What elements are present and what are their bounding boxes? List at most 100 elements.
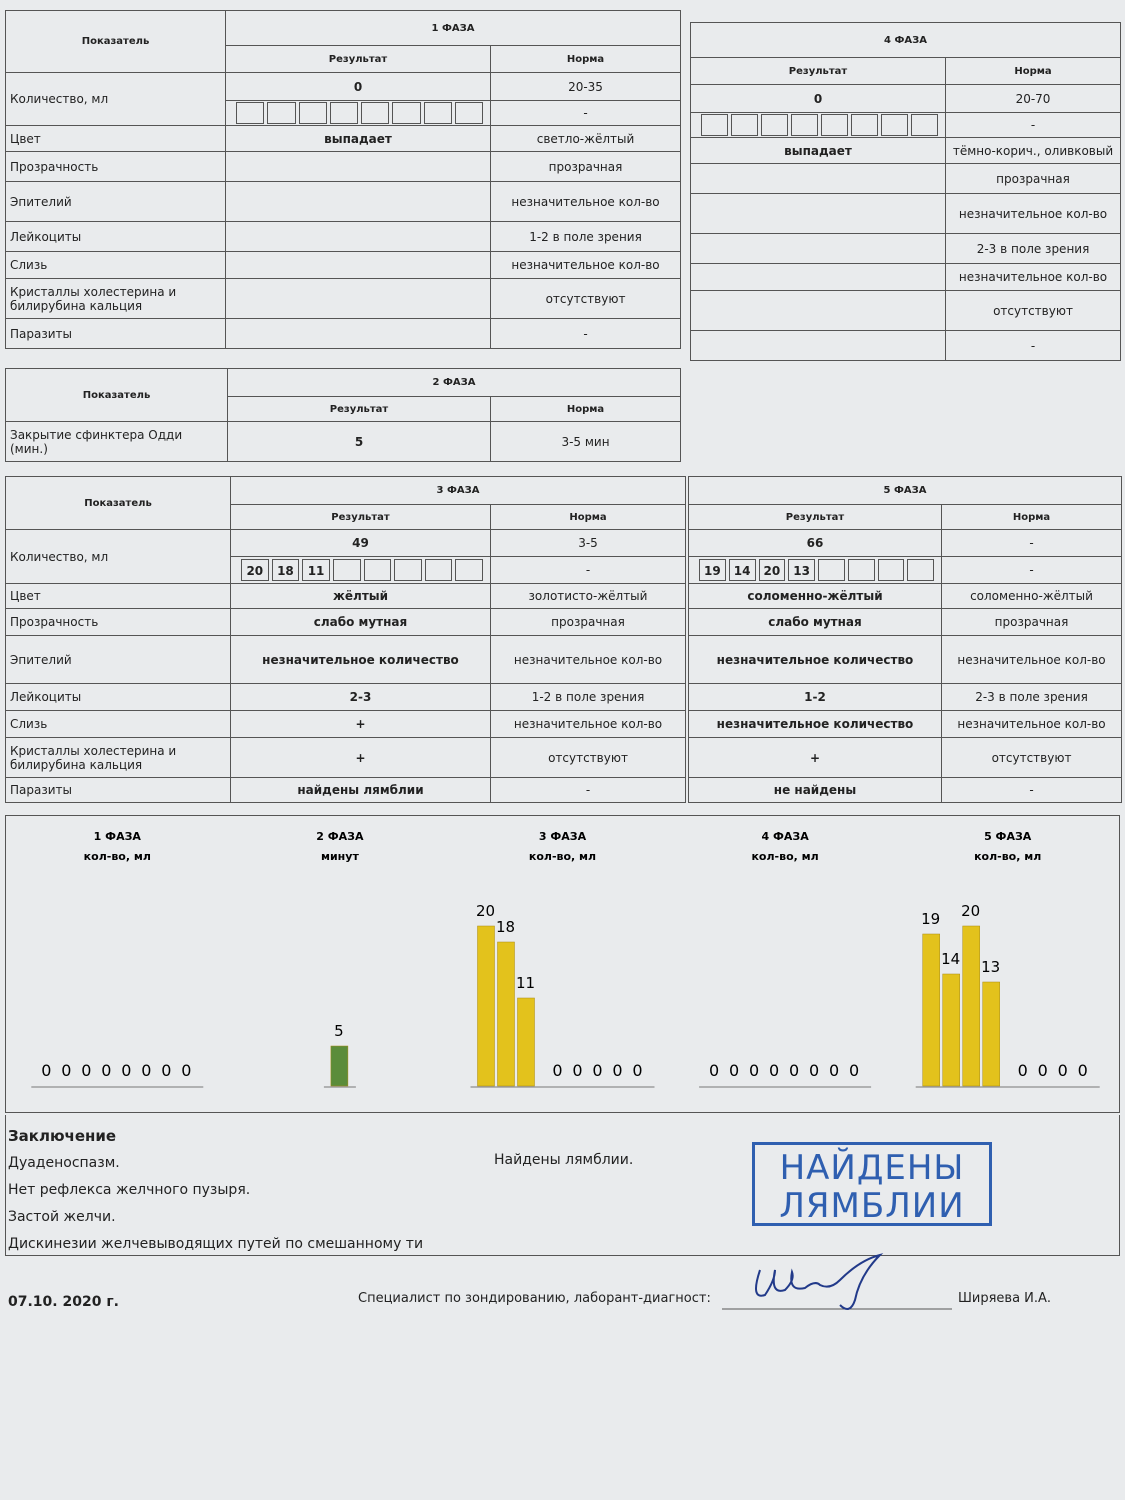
stamp-line: НАЙДЕНЫ <box>779 1148 965 1188</box>
result: 0 <box>690 84 946 113</box>
row: Цвет жёлтый золотисто-жёлтый <box>5 583 687 609</box>
row: 1-2 2-3 в поле зрения <box>688 683 1123 711</box>
zero-label: 0 <box>1078 1061 1088 1080</box>
norm: 1-2 в поле зрения <box>489 683 687 711</box>
zero-label: 0 <box>552 1061 562 1080</box>
label-header: Показатель <box>5 368 228 422</box>
phase-title: 5 ФАЗА <box>687 476 1123 505</box>
row-label: Закрытие сфинктера Одди (мин.) <box>5 421 228 462</box>
row: 66- <box>688 529 1123 557</box>
portion-box <box>907 559 934 581</box>
portion-box <box>455 559 483 581</box>
chart-title: 4 ФАЗА <box>761 830 809 843</box>
row: Слизь + незначительное кол-во <box>5 710 687 738</box>
result: 49 <box>230 529 491 557</box>
norm-header: Норма <box>489 45 682 73</box>
portion-box: 14 <box>728 559 756 581</box>
bar <box>922 933 940 1087</box>
row-label: Эпителий <box>5 635 231 684</box>
portion-box: 20 <box>758 559 786 581</box>
norm: 3-5 <box>489 529 687 557</box>
row-label: Прозрачность <box>5 608 231 636</box>
row-label: Лейкоциты <box>5 221 226 252</box>
bar-label: 13 <box>981 958 1000 976</box>
phase-title: 1 ФАЗА <box>224 10 682 46</box>
bar <box>497 941 515 1087</box>
phase-table: 4 ФАЗА Результат Норма 0 20-70- выпадает тёмно… <box>689 22 1122 361</box>
bar <box>477 925 495 1087</box>
result: 2-3 <box>230 683 491 711</box>
chart-unit: кол-во, мл <box>529 850 596 863</box>
label-header: Показатель <box>5 10 226 73</box>
norm: прозрачная <box>489 608 687 636</box>
norm: 1-2 в поле зрения <box>489 221 682 252</box>
row: Паразиты - <box>5 318 682 349</box>
conclusion: Заключение Дуаденоспазм. Нет рефлекса желч… <box>5 1115 1120 1256</box>
zero-label: 0 <box>41 1061 51 1080</box>
portion-box <box>851 114 878 136</box>
zero-label: 0 <box>161 1061 171 1080</box>
portion-box <box>267 102 296 124</box>
row: Цвет выпадает светло-жёлтый <box>5 125 682 152</box>
row: Количество, мл 0 20-35 <box>5 72 682 126</box>
result <box>225 221 491 252</box>
bar-label: 18 <box>496 918 515 936</box>
portion-box: 13 <box>788 559 815 581</box>
row: 0 20-70 <box>690 84 1122 113</box>
zero-label: 0 <box>789 1061 799 1080</box>
row: - <box>690 330 1122 361</box>
row: 4 ФАЗА <box>689 22 1122 58</box>
row-label: Кристаллы холестерина и билирубина кальц… <box>5 737 231 778</box>
row: Закрытие сфинктера Одди (мин.) 5 3-5 мин <box>5 421 682 462</box>
conclusion-line: Застой желчи. <box>8 1209 116 1225</box>
portion-box <box>911 114 938 136</box>
zero-label: 0 <box>749 1061 759 1080</box>
portion-box <box>791 114 818 136</box>
zero-label: 0 <box>612 1061 622 1080</box>
bar-label: 11 <box>516 974 535 992</box>
conclusion-line: Нет рефлекса желчного пузыря. <box>8 1182 251 1198</box>
result: 66 <box>688 529 942 557</box>
portion-box <box>423 102 452 124</box>
norm: соломенно-жёлтый <box>940 583 1123 609</box>
norm: 20-70 <box>944 84 1122 113</box>
row: - <box>690 112 1122 138</box>
norm: 20-35 <box>489 72 682 101</box>
portion-box <box>701 114 728 136</box>
result: + <box>230 710 491 738</box>
phase-table: Показатель 1 ФАЗА Результат Норма Количество… <box>5 10 682 349</box>
row-label: Слизь <box>5 710 231 738</box>
row-label: Слизь <box>5 251 226 279</box>
portion-box <box>361 102 390 124</box>
portion-box <box>731 114 758 136</box>
result: жёлтый <box>230 583 491 609</box>
chart-title: 5 ФАЗА <box>984 830 1032 843</box>
result: найдены лямблии <box>230 777 491 803</box>
row: незначительное кол-во <box>690 263 1122 291</box>
portions: 20 18 11 <box>230 556 491 584</box>
norm: 3-5 мин <box>489 421 682 462</box>
row: не найдены - <box>688 777 1123 803</box>
norm: незначительное кол-во <box>944 263 1122 291</box>
result <box>690 290 946 331</box>
zero-label: 0 <box>809 1061 819 1080</box>
result: не найдены <box>688 777 942 803</box>
stamp: НАЙДЕНЫ ЛЯМБЛИИ <box>752 1142 992 1226</box>
norm: отсутствуют <box>940 737 1123 778</box>
portion-box <box>877 559 905 581</box>
phase-title: 4 ФАЗА <box>689 22 1122 58</box>
row: Лейкоциты 2-3 1-2 в поле зрения <box>5 683 687 711</box>
portion-box <box>847 559 875 581</box>
portion-box <box>761 114 788 136</box>
row: + отсутствуют <box>688 737 1123 778</box>
portion-box <box>818 559 845 581</box>
row: Слизь незначительное кол-во <box>5 251 682 279</box>
specialist-name: Ширяева И.А. <box>958 1291 1052 1306</box>
result: незначительное количество <box>688 635 942 684</box>
portion-box <box>236 102 265 124</box>
conclusion-title: Заключение <box>8 1127 117 1145</box>
bar <box>517 997 535 1087</box>
zero-label: 0 <box>181 1061 191 1080</box>
signature-path <box>755 1253 884 1310</box>
